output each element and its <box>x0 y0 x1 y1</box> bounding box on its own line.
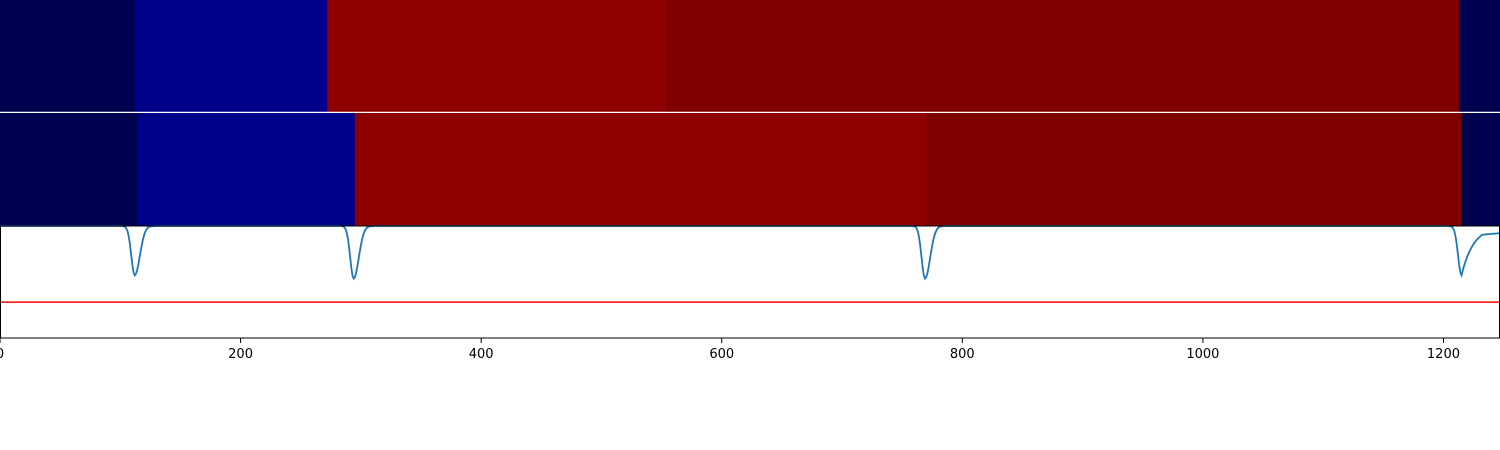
line-plot-panel <box>0 225 1500 339</box>
heatmap-segment <box>0 0 136 112</box>
heatmap-segment <box>1461 113 1500 226</box>
heatmap-segment <box>1459 0 1500 112</box>
x-tick-label: 600 <box>709 347 734 362</box>
heatmap-segment <box>354 113 926 226</box>
x-tick-label: 800 <box>950 347 975 362</box>
x-tick-label: 1000 <box>1186 347 1219 362</box>
heatmap-segment <box>665 0 1460 112</box>
x-tick-label: 1200 <box>1427 347 1460 362</box>
x-axis: 0 200 400 600 800 1000 1200 <box>0 338 1460 362</box>
heatmap-segment <box>327 0 666 112</box>
heatmap-row-2 <box>0 113 1500 226</box>
heatmap-segment <box>0 113 138 226</box>
heatmap-segment <box>137 113 356 226</box>
heatmap-segment <box>134 0 328 112</box>
plot-background <box>0 226 1500 338</box>
x-tick-label: 200 <box>228 347 253 362</box>
heatmap-row-1 <box>0 0 1500 112</box>
heatmap-segment <box>925 113 1463 226</box>
x-tick-label: 400 <box>469 347 494 362</box>
x-tick-label: 0 <box>0 347 4 362</box>
